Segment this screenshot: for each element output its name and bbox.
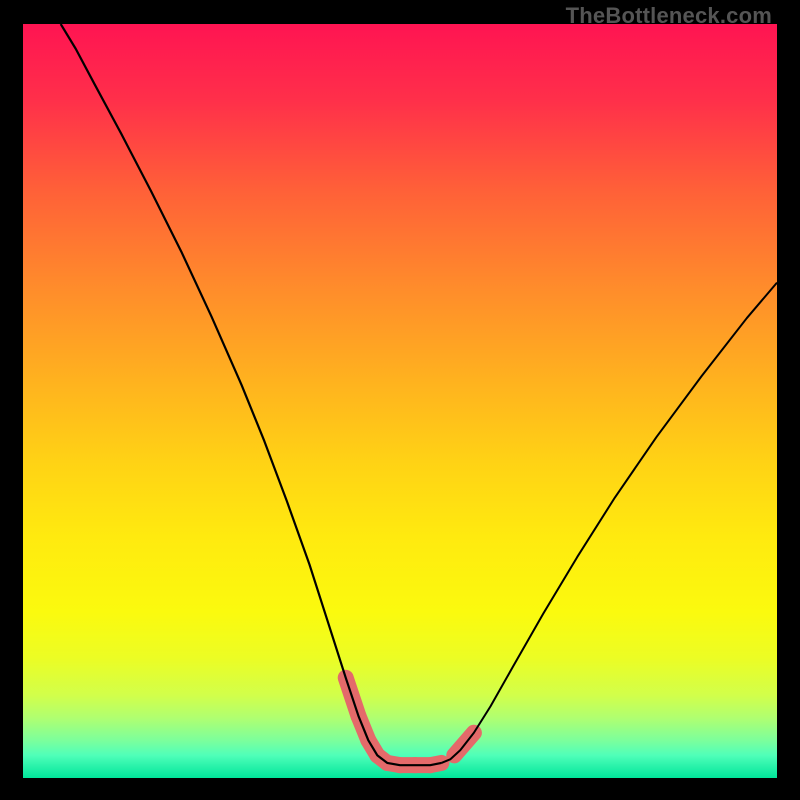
- chart-frame: TheBottleneck.com: [0, 0, 800, 800]
- curve-right: [441, 283, 777, 763]
- plot-area: [23, 24, 777, 778]
- plot-svg: [23, 24, 777, 778]
- watermark-text: TheBottleneck.com: [566, 3, 772, 29]
- curve-left: [61, 24, 442, 765]
